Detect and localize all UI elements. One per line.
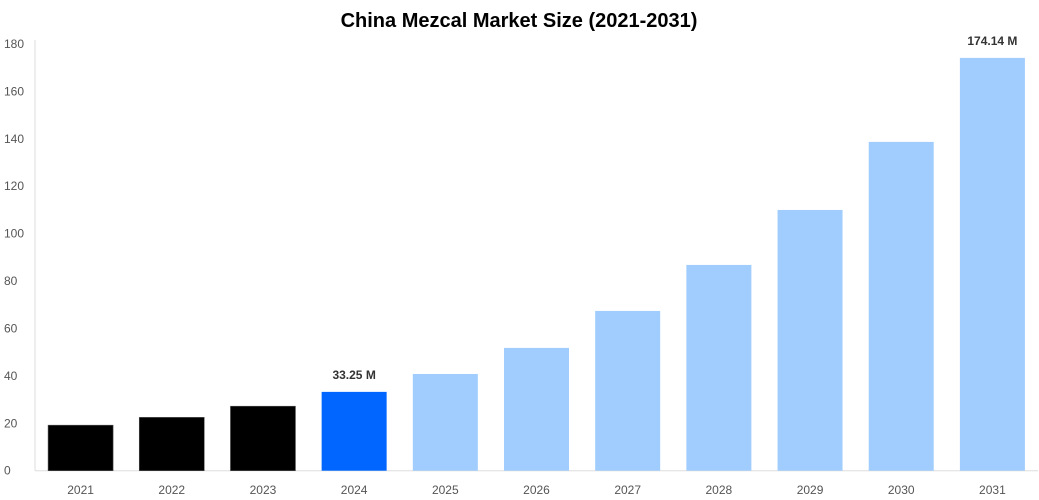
x-tick-label: 2028 — [706, 483, 733, 497]
x-tick-label: 2024 — [341, 483, 368, 497]
y-tick-label: 120 — [4, 179, 24, 193]
y-tick-label: 60 — [4, 321, 18, 335]
y-tick-label: 20 — [4, 416, 18, 430]
x-tick-label: 2027 — [614, 483, 641, 497]
x-tick-label: 2026 — [523, 483, 550, 497]
bar-2026 — [504, 347, 569, 471]
y-tick-label: 40 — [4, 369, 18, 383]
bar-2023 — [230, 405, 296, 471]
bar-2025 — [412, 373, 478, 471]
chart-title: China Mezcal Market Size (2021-2031) — [341, 10, 698, 32]
y-tick-label: 160 — [4, 84, 24, 98]
y-tick-label: 180 — [4, 37, 24, 51]
bar-2030 — [868, 141, 934, 471]
x-tick-label: 2029 — [797, 483, 824, 497]
bar-2027 — [595, 310, 661, 471]
bar-2031 — [959, 57, 1025, 471]
bar-2028 — [686, 264, 752, 471]
y-tick-label: 80 — [4, 274, 18, 288]
bar-2022 — [138, 417, 205, 471]
x-tick-label: 2030 — [888, 483, 915, 497]
x-tick-label: 2022 — [158, 483, 185, 497]
y-tick-label: 0 — [4, 464, 11, 478]
x-tick-label: 2021 — [67, 483, 94, 497]
y-tick-label: 100 — [4, 227, 24, 241]
x-tick-label: 2025 — [432, 483, 459, 497]
y-tick-label: 140 — [4, 132, 24, 146]
bar-2029 — [777, 209, 843, 471]
data-label: 33.25 M — [332, 368, 375, 382]
bar-2021 — [47, 424, 114, 472]
bar-2024 — [321, 391, 387, 471]
x-tick-label: 2023 — [250, 483, 277, 497]
x-tick-label: 2031 — [979, 483, 1006, 497]
data-label: 174.14 M — [967, 34, 1017, 48]
